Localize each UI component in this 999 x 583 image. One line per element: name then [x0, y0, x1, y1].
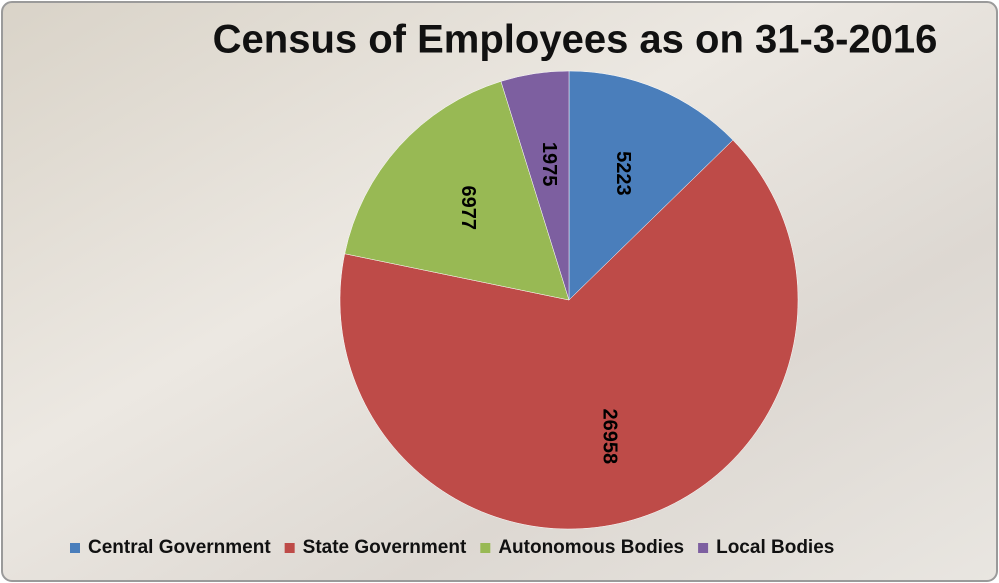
pie-slice	[500, 70, 570, 301]
legend-label: Central Government	[88, 537, 271, 558]
pie-slice	[339, 139, 799, 530]
data-label: 26958	[599, 408, 621, 464]
pie-slice	[568, 70, 734, 301]
legend-label: State Government	[303, 537, 467, 558]
legend-label: Autonomous Bodies	[498, 537, 684, 558]
legend-marker	[70, 543, 80, 553]
chart-title: Census of Employees as on 31-3-2016	[213, 18, 938, 62]
legend-marker	[284, 543, 295, 553]
pie-slice	[344, 81, 570, 301]
legend: Central Government State Government Autono…	[70, 537, 834, 558]
legend-marker	[698, 543, 709, 553]
legend-label: Local Bodies	[716, 537, 834, 558]
pie: 5223 26958 6977 1975	[339, 70, 799, 530]
data-label: 5223	[612, 151, 634, 196]
data-label: 6977	[457, 185, 479, 230]
data-label: 1975	[538, 142, 560, 187]
legend-marker	[480, 543, 491, 553]
